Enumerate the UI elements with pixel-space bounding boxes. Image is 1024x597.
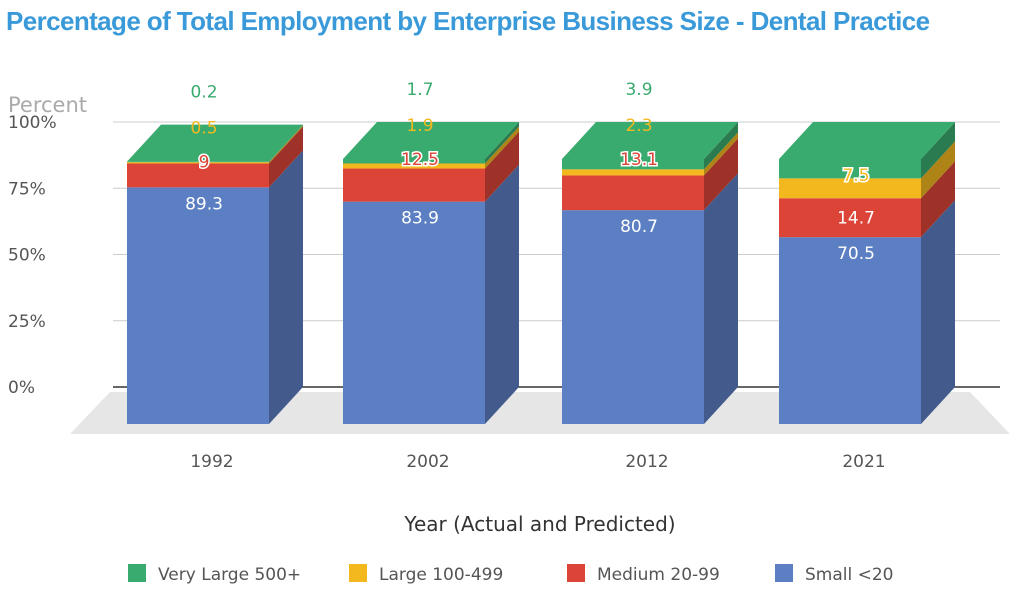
- bar-side-large: [921, 141, 955, 199]
- bar-segment-large: [562, 169, 704, 176]
- bars: [127, 122, 955, 425]
- bar-segment-small: [779, 237, 921, 424]
- bar-top-very_large: [562, 122, 738, 159]
- legend-swatch: [775, 564, 793, 582]
- legend: Very Large 500+ Large 100-499 Medium 20-99…: [128, 564, 894, 585]
- data-label-very-large: 7.3: [842, 136, 869, 156]
- chart-title: Percentage of Total Employment by Enterp…: [6, 6, 930, 36]
- bar-side-very_large: [485, 122, 519, 164]
- data-label-large: 2.3: [625, 116, 652, 136]
- bar-segment-very_large: [343, 159, 485, 164]
- bar-side-small: [704, 173, 738, 424]
- bar-segment-large: [779, 178, 921, 199]
- bar-stack-2021: [779, 122, 955, 424]
- data-label-medium: 9: [199, 153, 210, 173]
- bar-side-medium: [921, 161, 955, 238]
- bar-side-medium: [704, 138, 738, 211]
- y-tick-label: 0%: [8, 378, 35, 398]
- bar-side-very_large: [269, 124, 303, 163]
- legend-swatch: [349, 564, 367, 582]
- bar-side-large: [485, 126, 519, 169]
- y-tick-label: 100%: [8, 113, 57, 133]
- y-axis-label: Percent: [8, 93, 87, 117]
- data-label-medium: 13.1: [620, 150, 658, 170]
- data-label-small: 70.5: [837, 244, 875, 264]
- legend-swatch: [128, 564, 146, 582]
- x-tick-label: 2002: [406, 452, 449, 472]
- bar-top-very_large: [779, 122, 955, 159]
- floor-plane: [70, 392, 1010, 434]
- legend-label: Very Large 500+: [158, 565, 301, 585]
- bar-segment-medium: [127, 163, 269, 188]
- chart-floor: [70, 392, 1010, 434]
- bar-segment-small: [562, 210, 704, 424]
- bar-stack-2012: [562, 122, 738, 424]
- data-label-medium: 14.7: [837, 209, 875, 229]
- data-label-very-large: 0.2: [190, 83, 217, 103]
- y-tick-label: 75%: [8, 179, 46, 199]
- bar-side-medium: [485, 131, 519, 202]
- bar-stack-2002: [343, 122, 519, 425]
- y-tick-label: 50%: [8, 246, 46, 266]
- bar-stack-1992: [127, 124, 303, 425]
- bar-side-very_large: [921, 122, 955, 179]
- bar-side-small: [921, 200, 955, 424]
- data-label-small: 83.9: [401, 209, 439, 229]
- bar-side-medium: [269, 126, 303, 188]
- bar-side-small: [269, 150, 303, 425]
- bar-segment-small: [343, 201, 485, 424]
- legend-item-medium: Medium 20-99: [567, 564, 720, 585]
- data-label-medium: 12.5: [401, 150, 439, 170]
- y-tick-label: 25%: [8, 312, 46, 332]
- bar-segment-medium: [562, 175, 704, 211]
- data-label-large: 7.5: [842, 166, 869, 186]
- x-tick-label: 1992: [190, 452, 233, 472]
- bar-side-large: [269, 125, 303, 164]
- bar-segment-medium: [779, 198, 921, 238]
- legend-swatch: [567, 564, 585, 582]
- x-tick-label: 2021: [842, 452, 885, 472]
- data-label-large: 1.9: [406, 116, 433, 136]
- data-label-very-large: 1.7: [406, 80, 433, 100]
- data-label-large: 0.5: [190, 119, 217, 139]
- legend-label: Small <20: [805, 565, 894, 585]
- data-label-small: 80.7: [620, 217, 658, 237]
- x-tick-label: 2012: [625, 452, 668, 472]
- data-label-small: 89.3: [185, 194, 223, 214]
- bar-segment-large: [127, 162, 269, 164]
- bar-segment-small: [127, 187, 269, 424]
- bar-side-very_large: [704, 122, 738, 170]
- bar-side-small: [485, 164, 519, 425]
- legend-item-large: Large 100-499: [349, 564, 503, 585]
- data-labels: 89.3 9 0.5 0.2 83.9 12.5 1.9 1.7 80.7 13.1 2.3 3.9 7…: [185, 80, 875, 264]
- legend-label: Medium 20-99: [597, 565, 720, 585]
- legend-item-very_large: Very Large 500+: [128, 564, 301, 585]
- bar-side-large: [704, 132, 738, 176]
- legend-label: Large 100-499: [379, 565, 503, 585]
- bar-segment-very_large: [779, 159, 921, 179]
- bar-segment-very_large: [562, 159, 704, 170]
- legend-item-small: Small <20: [775, 564, 894, 585]
- bar-segment-large: [343, 163, 485, 169]
- bar-segment-medium: [343, 168, 485, 202]
- bar-top-very_large: [127, 124, 303, 162]
- bar-segment-very_large: [127, 161, 269, 163]
- axes: 0% 25% 50% 75% 100%Percent 1992 2002 2012 2021 Ye…: [8, 93, 886, 536]
- bar-top-very_large: [343, 122, 519, 159]
- data-label-very-large: 3.9: [625, 80, 652, 100]
- x-axis-label: Year (Actual and Predicted): [403, 512, 675, 536]
